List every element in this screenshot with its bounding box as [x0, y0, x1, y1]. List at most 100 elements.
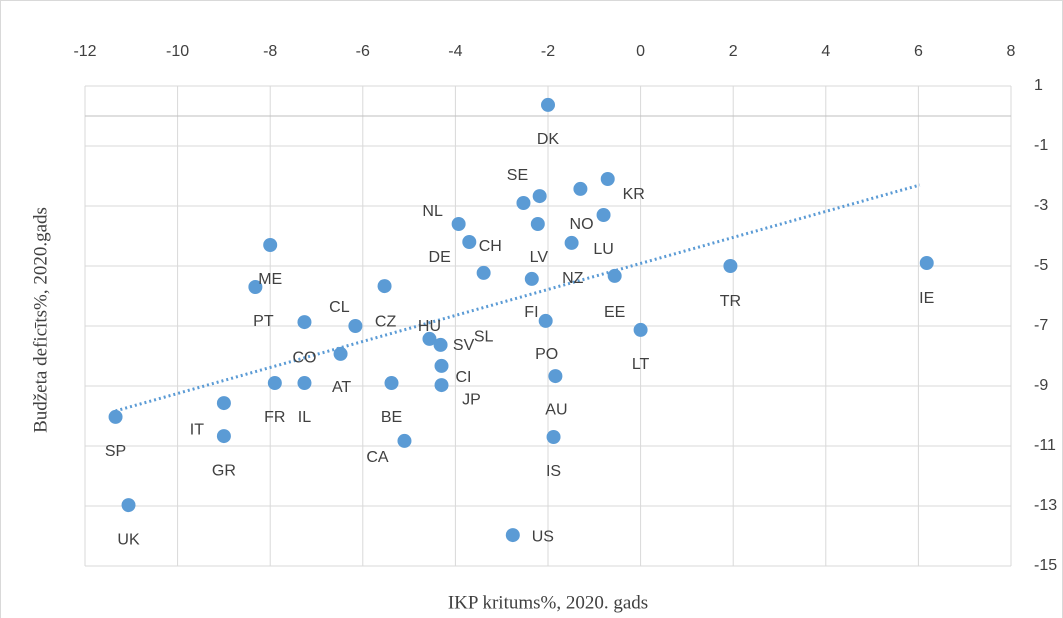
- point: [297, 376, 312, 390]
- point-label: CZ: [375, 313, 397, 330]
- point-label: DE: [429, 249, 451, 266]
- point: [121, 498, 136, 513]
- point-label: HU: [418, 318, 441, 335]
- point-label: LU: [593, 241, 613, 258]
- x-tick-label: 0: [636, 43, 645, 60]
- point-label: LT: [632, 356, 650, 373]
- point-label: TR: [720, 293, 741, 310]
- point: [600, 172, 615, 186]
- point: [530, 217, 545, 231]
- point: [462, 235, 477, 249]
- x-tick-label: -2: [541, 43, 555, 60]
- point-label: NO: [570, 216, 594, 233]
- trendline: [115, 183, 921, 413]
- point: [434, 358, 449, 373]
- x-tick-label: -4: [448, 43, 462, 60]
- point-label: FR: [264, 409, 285, 426]
- point-label: SP: [105, 443, 126, 460]
- x-tick-label: -6: [356, 43, 370, 60]
- point: [532, 189, 547, 204]
- x-tick-label: 6: [914, 43, 923, 60]
- point-label: CH: [479, 238, 502, 255]
- y-axis-title: Budžeta deficīts%, 2020.gads: [30, 207, 51, 433]
- x-tick-label: -12: [73, 43, 96, 60]
- point-label: US: [532, 528, 554, 545]
- y-tick-label: 1: [1034, 77, 1043, 94]
- point-label: IL: [298, 409, 311, 426]
- point-label: PT: [253, 313, 274, 330]
- point: [248, 280, 263, 294]
- point: [919, 256, 934, 270]
- point: [573, 181, 588, 196]
- point-label: CA: [366, 449, 389, 466]
- point-label: FI: [524, 304, 538, 321]
- point: [384, 376, 399, 390]
- point: [333, 346, 348, 361]
- point: [434, 378, 449, 393]
- point: [524, 271, 539, 286]
- y-tick-label: -3: [1034, 197, 1048, 214]
- x-tick-label: 8: [1007, 43, 1016, 60]
- point: [216, 429, 231, 444]
- point: [297, 315, 312, 330]
- point: [538, 313, 553, 328]
- y-tick-label: -7: [1034, 317, 1048, 334]
- point-label: AT: [332, 379, 351, 396]
- point-label: LV: [530, 249, 549, 266]
- point: [433, 337, 448, 352]
- point-label: IE: [919, 290, 934, 307]
- point: [633, 322, 648, 337]
- x-tick-label: -8: [263, 43, 277, 60]
- point-label: BE: [381, 409, 402, 426]
- point-label: CO: [292, 349, 316, 366]
- point: [348, 319, 363, 333]
- y-tick-label: -11: [1034, 437, 1056, 454]
- x-tick-label: 2: [729, 43, 738, 60]
- point: [451, 217, 466, 231]
- point-label: PO: [535, 346, 558, 363]
- point-label: IS: [546, 463, 561, 480]
- x-axis-title: IKP kritums%, 2020. gads: [448, 592, 648, 613]
- point: [596, 208, 611, 222]
- point: [607, 268, 622, 283]
- point: [505, 528, 520, 543]
- point-label: CL: [329, 299, 350, 316]
- y-tick-label: -1: [1034, 137, 1048, 154]
- point: [263, 238, 278, 252]
- point-label: GR: [212, 462, 236, 479]
- point-label: NZ: [562, 270, 584, 287]
- point-label: IT: [190, 421, 204, 438]
- point: [422, 331, 437, 346]
- point-label: NL: [422, 203, 443, 220]
- x-tick-label: 4: [821, 43, 830, 60]
- point-label: DK: [537, 131, 560, 148]
- y-tick-label: -13: [1034, 497, 1057, 514]
- y-tick-label: -9: [1034, 377, 1048, 394]
- x-tick-label: -10: [166, 43, 189, 60]
- point-label: KR: [623, 186, 645, 203]
- point-label: JP: [462, 391, 481, 408]
- point-label: CI: [456, 369, 472, 386]
- y-tick-label: -15: [1034, 557, 1057, 574]
- point: [216, 396, 231, 411]
- point: [108, 409, 123, 424]
- point: [564, 235, 579, 250]
- point: [546, 430, 561, 444]
- point-label: ME: [258, 271, 282, 288]
- point-label: AU: [545, 401, 567, 418]
- point: [541, 97, 555, 112]
- point: [548, 369, 563, 384]
- point-label: SE: [507, 167, 528, 184]
- point-label: EE: [604, 304, 625, 321]
- point: [723, 259, 738, 273]
- point: [377, 279, 392, 294]
- point-label: SV: [453, 337, 475, 354]
- point-label: SL: [474, 328, 494, 345]
- point: [267, 376, 282, 390]
- point: [516, 196, 531, 210]
- y-tick-label: -5: [1034, 257, 1048, 274]
- point: [476, 265, 491, 280]
- point: [397, 433, 412, 448]
- point-label: UK: [117, 531, 140, 548]
